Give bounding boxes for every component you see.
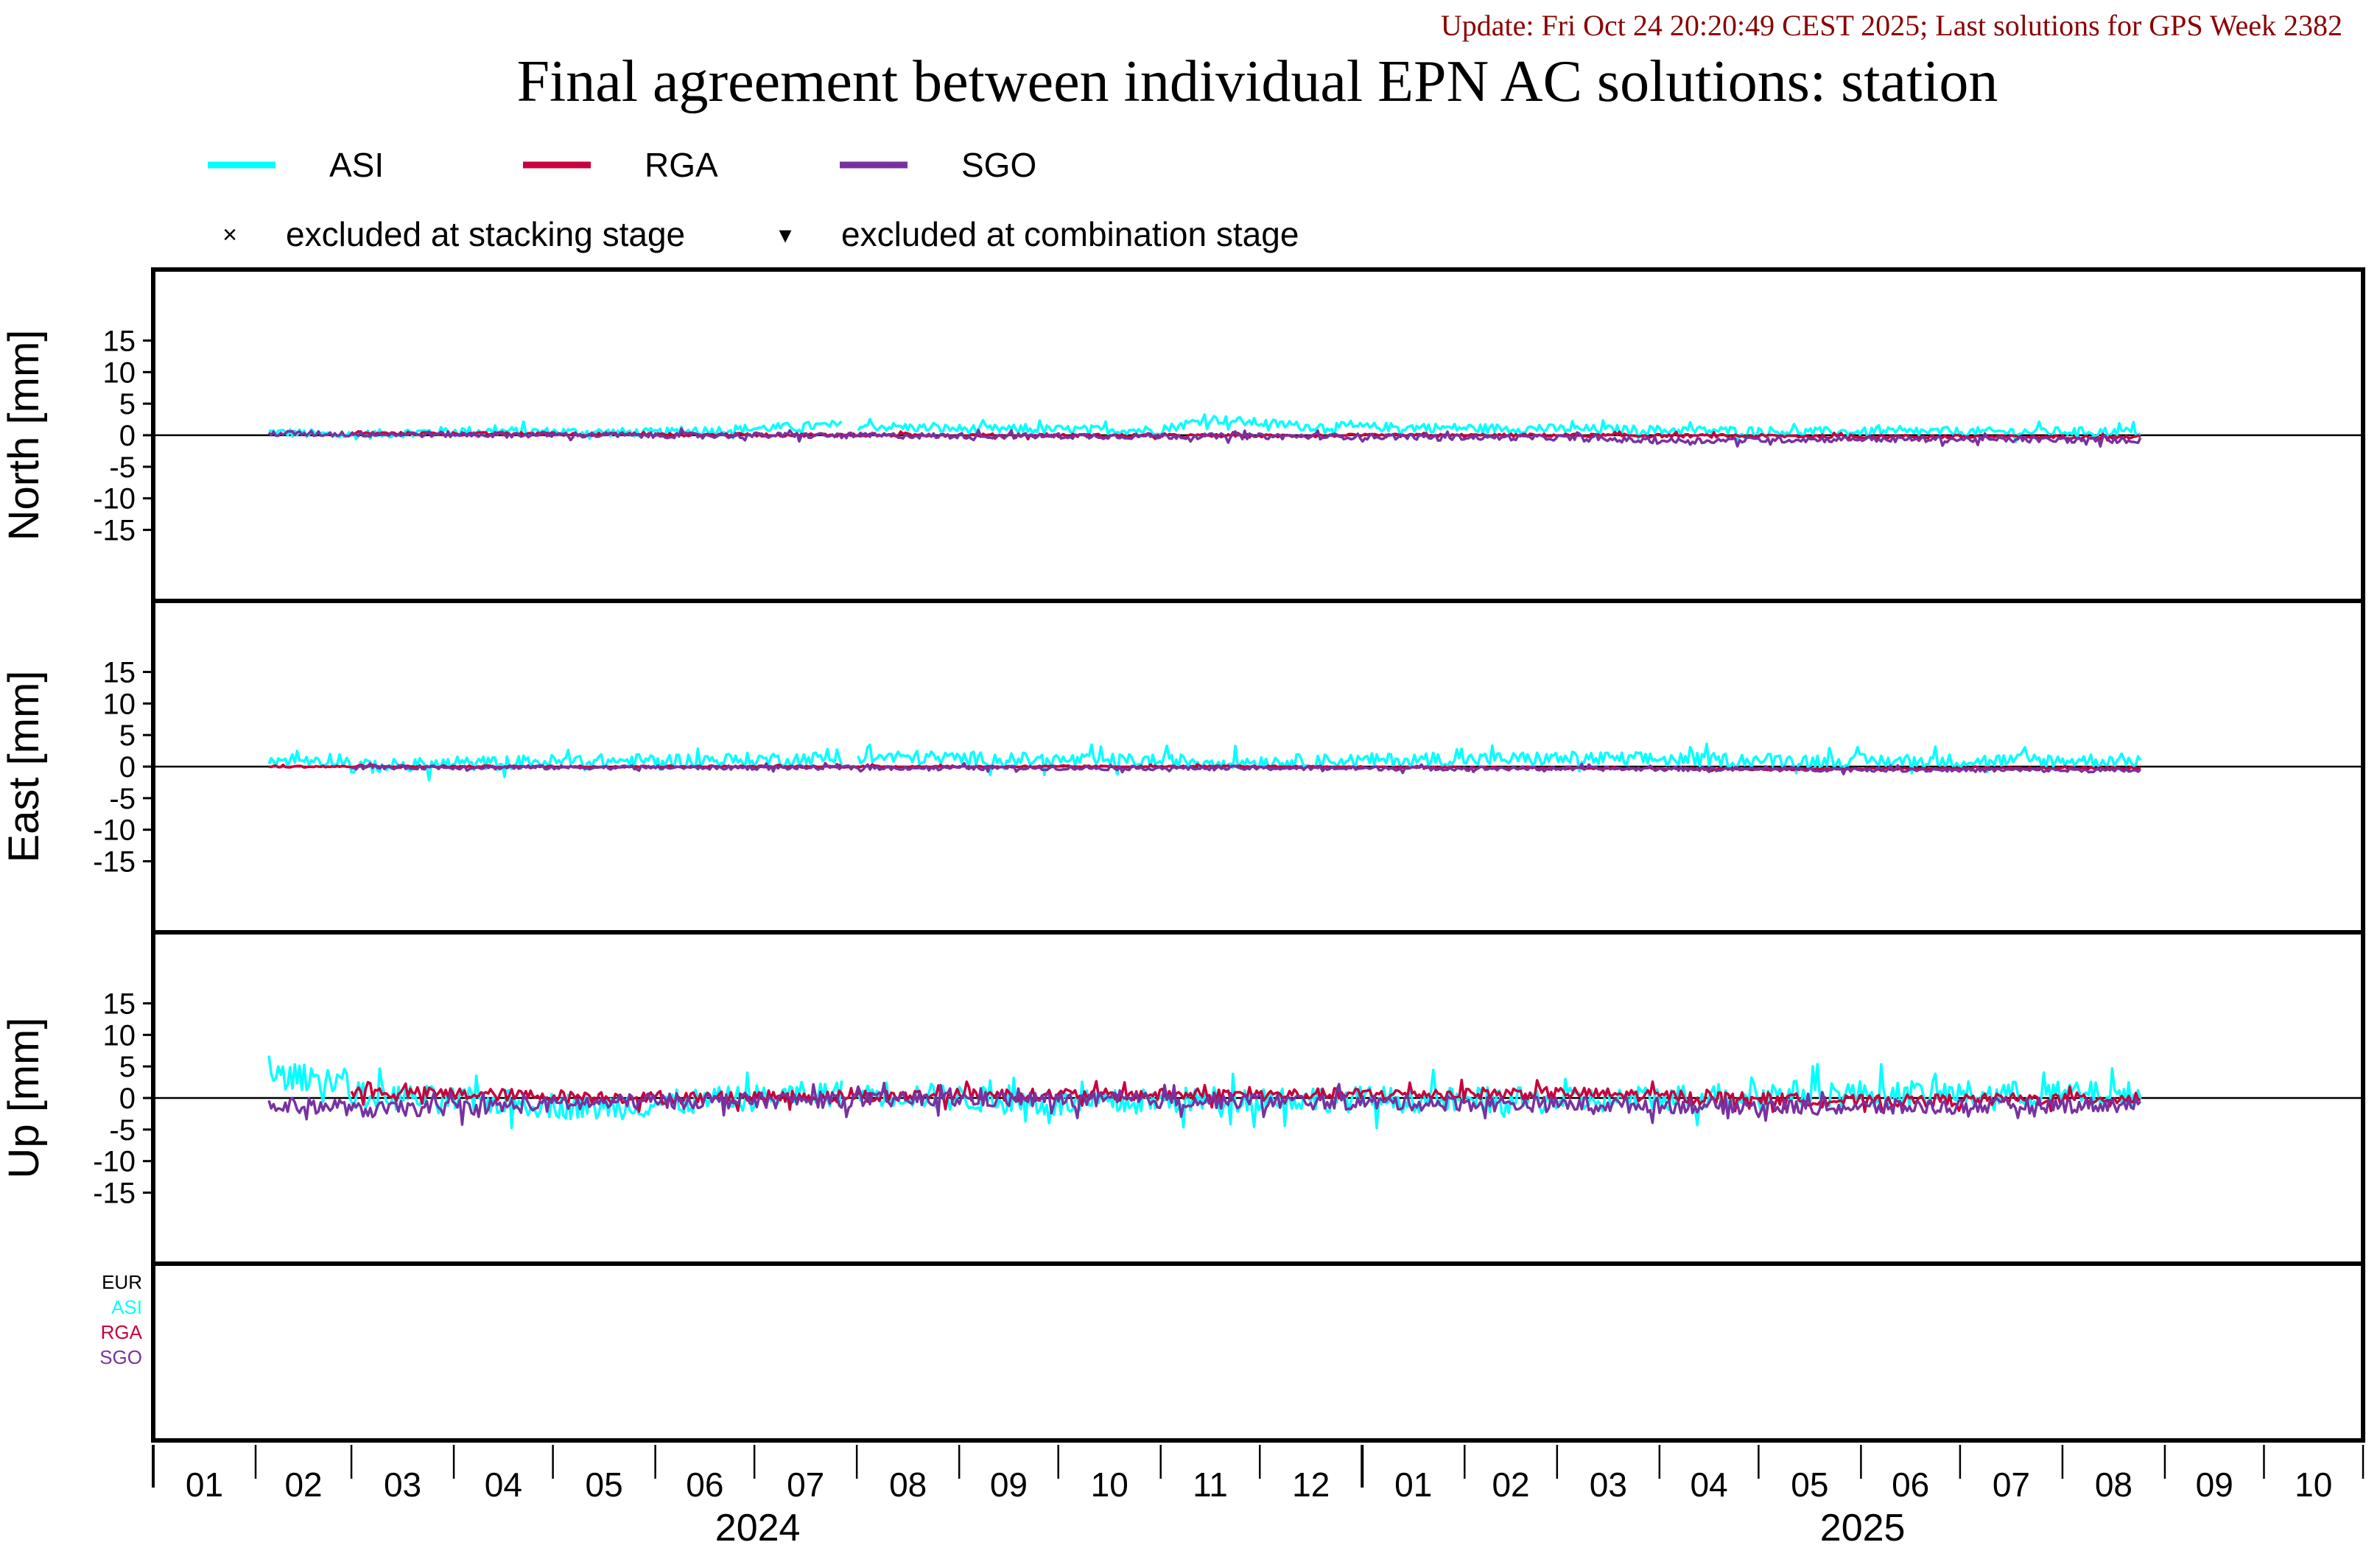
x-tick-label: 04	[485, 1465, 522, 1504]
y-tick-label: 10	[103, 356, 136, 389]
x-tick-label: 06	[1892, 1465, 1929, 1504]
exclusion-label-rga: RGA	[101, 1321, 143, 1343]
x-tick-label: 12	[1292, 1465, 1330, 1504]
exclusion-label-asi: ASI	[111, 1296, 142, 1318]
y-tick-label: -15	[93, 515, 136, 547]
x-year-label: 2024	[715, 1507, 801, 1545]
x-tick-label: 11	[1193, 1465, 1228, 1504]
update-text: Update: Fri Oct 24 20:20:49 CEST 2025; L…	[1441, 9, 2342, 42]
x-tick-label: 08	[2095, 1465, 2132, 1504]
y-tick-label: 10	[103, 1019, 136, 1052]
x-tick-label: 07	[1993, 1465, 2030, 1504]
x-tick-label: 09	[990, 1465, 1028, 1504]
y-axis-label: East [mm]	[0, 670, 48, 862]
legend: ASI RGA SGO × excluded at stacking stage ▾ exc…	[208, 146, 1299, 253]
x-tick-label: 08	[889, 1465, 927, 1504]
x-tick-label: 03	[384, 1465, 421, 1504]
y-tick-label: -5	[109, 451, 136, 484]
y-tick-label: -15	[93, 846, 136, 879]
panel-frame	[151, 1261, 2365, 1443]
y-tick-label: 15	[103, 656, 136, 689]
series-line-asi	[267, 742, 2142, 782]
y-tick-label: 5	[119, 1051, 136, 1083]
exclusion-label-sgo: SGO	[99, 1346, 142, 1368]
exclusion-label-eur: EUR	[102, 1271, 142, 1293]
series-line-sgo	[267, 1081, 2142, 1126]
x-tick-label: 06	[686, 1465, 723, 1504]
x-tick-label: 03	[1590, 1465, 1627, 1504]
y-tick-label: -5	[109, 783, 136, 815]
y-tick-label: -10	[93, 814, 136, 847]
legend-label-rga: RGA	[645, 146, 718, 184]
series-line-sgo	[267, 427, 2142, 448]
x-tick-label: 05	[586, 1465, 623, 1504]
panel-exclusions: EUR ASI RGA SGO	[99, 1261, 2365, 1443]
y-tick-label: 10	[103, 688, 136, 720]
legend-marker-label: excluded at combination stage	[841, 215, 1299, 253]
x-tick-label: 02	[1492, 1465, 1529, 1504]
y-tick-label: -10	[93, 483, 136, 515]
y-tick-label: 15	[103, 988, 136, 1020]
y-tick-label: -5	[109, 1114, 136, 1147]
legend-label-asi: ASI	[329, 146, 384, 184]
legend-marker-symbol: ▾	[779, 221, 791, 249]
legend-marker-label: excluded at stacking stage	[286, 215, 685, 253]
legend-label-sgo: SGO	[961, 146, 1036, 184]
x-tick-label: 09	[2196, 1465, 2233, 1504]
x-tick-label: 01	[1394, 1465, 1432, 1504]
x-tick-label: 07	[787, 1465, 824, 1504]
y-axis-label: North [mm]	[0, 330, 48, 541]
y-tick-label: -10	[93, 1146, 136, 1178]
y-tick-label: 0	[119, 751, 136, 784]
x-axis: 01 02 03 04 05 06 07 08 09 10 11 12 01 02 03 04 05 06 07 08…	[152, 1445, 2365, 1545]
x-year-label: 2025	[1820, 1507, 1906, 1545]
x-tick-label: 10	[2295, 1465, 2332, 1504]
y-tick-label: 5	[119, 388, 136, 420]
x-tick-label: 01	[186, 1465, 223, 1504]
x-tick-label: 04	[1691, 1465, 1728, 1504]
legend-marker-symbol: ×	[222, 221, 237, 249]
x-tick-label: 02	[284, 1465, 322, 1504]
chart-title: Final agreement between individual EPN A…	[517, 49, 1998, 114]
x-tick-label: 05	[1791, 1465, 1828, 1504]
y-tick-label: 15	[103, 325, 136, 357]
y-axis-label: Up [mm]	[0, 1017, 48, 1178]
series-line-sgo	[351, 761, 2142, 775]
x-tick-label: 10	[1091, 1465, 1128, 1504]
y-tick-label: 5	[119, 719, 136, 752]
y-tick-label: 0	[119, 420, 136, 452]
y-tick-label: -15	[93, 1178, 136, 1210]
y-tick-label: 0	[119, 1083, 136, 1115]
